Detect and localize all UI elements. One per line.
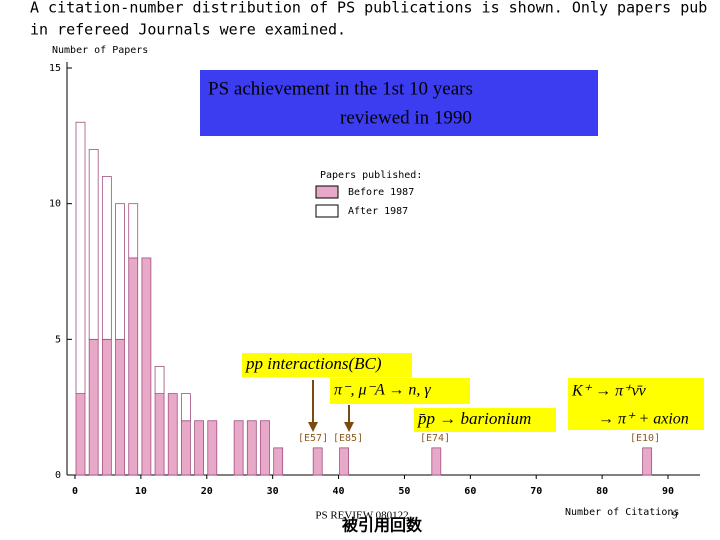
x-tick-label: 30 bbox=[267, 486, 279, 497]
bar bbox=[115, 338, 125, 476]
bar bbox=[88, 148, 99, 340]
bar bbox=[167, 393, 178, 476]
x-axis-label-local: 被引用回数 bbox=[342, 516, 423, 535]
bar bbox=[273, 447, 284, 476]
y-tick-label: 5 bbox=[55, 334, 61, 345]
title-box bbox=[200, 70, 598, 136]
annotation: p̄p → barionium bbox=[417, 409, 531, 428]
bar bbox=[207, 420, 218, 476]
x-tick-label: 10 bbox=[135, 486, 147, 497]
arrow-head bbox=[308, 422, 318, 432]
bar bbox=[128, 203, 139, 259]
x-tick-label: 70 bbox=[530, 486, 542, 497]
annotation: pp interactions(BC) bbox=[245, 354, 382, 373]
bar bbox=[233, 420, 244, 476]
y-tick-label: 10 bbox=[49, 199, 61, 210]
bar bbox=[339, 447, 349, 476]
annotation: → π⁺ + axion bbox=[598, 411, 689, 428]
bar bbox=[75, 121, 86, 395]
annotation: K⁺ → π⁺ν̄ν bbox=[571, 383, 647, 400]
y-tick-label: 0 bbox=[55, 470, 61, 481]
y-axis-label: Number of Papers bbox=[52, 45, 148, 56]
legend-swatch bbox=[315, 185, 339, 199]
bar bbox=[128, 257, 139, 476]
chart-title: PS achievement in the 1st 10 years bbox=[208, 78, 473, 99]
caption-line: in refereed Journals were examined. bbox=[30, 21, 346, 39]
annotation-box bbox=[568, 378, 704, 430]
bar bbox=[431, 447, 442, 476]
x-axis-label: Number of Citations bbox=[565, 507, 679, 518]
annotation-box bbox=[414, 408, 556, 432]
bar bbox=[181, 393, 191, 422]
chart-subtitle: reviewed in 1990 bbox=[340, 107, 472, 128]
bar bbox=[194, 420, 205, 476]
bar bbox=[312, 447, 323, 476]
caption-line: A citation-number distribution of PS pub… bbox=[30, 0, 707, 17]
legend-title: Papers published: bbox=[320, 170, 422, 181]
x-tick-label: 0 bbox=[72, 486, 78, 497]
experiment-label: [E74] bbox=[420, 433, 450, 444]
page-number: 9 bbox=[672, 510, 678, 522]
x-tick-label: 40 bbox=[333, 486, 345, 497]
experiment-label: [E10] bbox=[630, 433, 660, 444]
x-tick-label: 80 bbox=[596, 486, 608, 497]
footer: PS REVIEW 080122 bbox=[315, 510, 408, 522]
bar bbox=[642, 447, 653, 476]
bar bbox=[154, 393, 165, 476]
legend-label: After 1987 bbox=[348, 206, 408, 217]
legend-label: Before 1987 bbox=[348, 187, 414, 198]
experiment-label: [E57] bbox=[298, 433, 328, 444]
x-tick-label: 60 bbox=[464, 486, 476, 497]
bar bbox=[154, 366, 165, 395]
x-tick-label: 90 bbox=[662, 486, 674, 497]
legend-swatch bbox=[315, 204, 339, 218]
bar bbox=[101, 338, 112, 476]
experiment-label: [E85] bbox=[333, 433, 363, 444]
bar bbox=[75, 393, 86, 476]
y-tick-label: 15 bbox=[49, 63, 61, 74]
x-tick-label: 20 bbox=[201, 486, 213, 497]
bar bbox=[246, 420, 257, 476]
arrow-head bbox=[344, 422, 354, 432]
bar bbox=[101, 176, 112, 340]
bar bbox=[260, 420, 270, 476]
annotation: π⁻, μ⁻A → n, γ bbox=[334, 382, 431, 399]
bar bbox=[141, 257, 152, 476]
annotation-box bbox=[242, 353, 412, 377]
x-tick-label: 50 bbox=[398, 486, 410, 497]
bar bbox=[181, 420, 191, 476]
annotation-box bbox=[330, 378, 470, 404]
bar bbox=[88, 338, 99, 476]
bar bbox=[115, 203, 125, 340]
